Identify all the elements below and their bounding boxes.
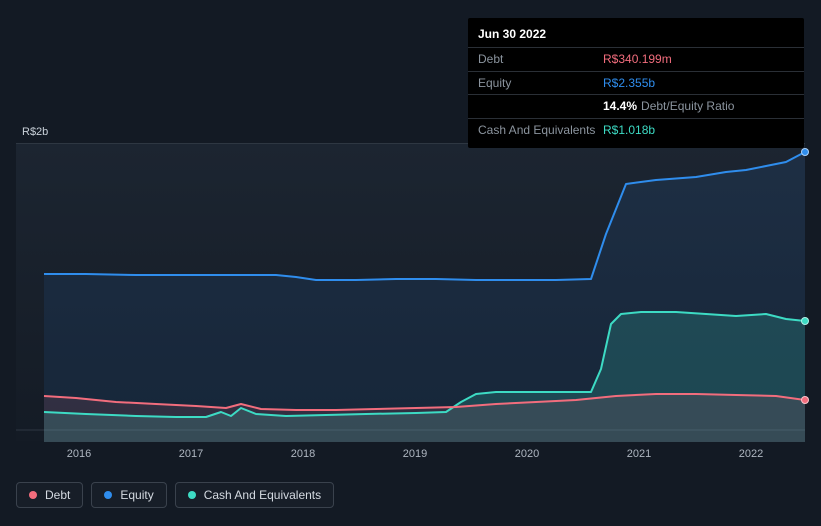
tooltip-row: DebtR$340.199m (468, 47, 804, 71)
series-end-marker (801, 317, 809, 325)
x-axis-label: 2019 (403, 448, 427, 460)
chart-plot-area (16, 143, 805, 441)
legend-item-debt[interactable]: Debt (16, 482, 83, 508)
legend-label: Debt (45, 488, 70, 502)
legend-item-equity[interactable]: Equity (91, 482, 166, 508)
chart-tooltip: Jun 30 2022 DebtR$340.199mEquityR$2.355b… (468, 18, 804, 148)
x-axis-label: 2018 (291, 448, 315, 460)
tooltip-row: 14.4% Debt/Equity Ratio (468, 94, 804, 118)
legend-label: Equity (120, 488, 153, 502)
tooltip-row: Cash And EquivalentsR$1.018b (468, 118, 804, 142)
series-end-marker (801, 396, 809, 404)
tooltip-date: Jun 30 2022 (468, 24, 804, 47)
tooltip-row-value: R$2.355b (603, 75, 655, 92)
x-axis-label: 2021 (627, 448, 651, 460)
legend-dot-icon (104, 491, 112, 499)
x-axis-label: 2022 (739, 448, 763, 460)
legend-item-cash-and-equivalents[interactable]: Cash And Equivalents (175, 482, 334, 508)
tooltip-ratio-label: Debt/Equity Ratio (641, 99, 734, 113)
tooltip-row-value: R$1.018b (603, 122, 655, 139)
tooltip-row-label: Equity (478, 75, 603, 92)
tooltip-ratio-pct: 14.4% (603, 99, 637, 113)
x-axis-label: 2020 (515, 448, 539, 460)
x-axis-label: 2016 (67, 448, 91, 460)
legend-label: Cash And Equivalents (204, 488, 321, 502)
chart-svg (16, 144, 805, 442)
legend-dot-icon (188, 491, 196, 499)
legend-dot-icon (29, 491, 37, 499)
tooltip-row-label (478, 98, 603, 115)
x-axis-label: 2017 (179, 448, 203, 460)
tooltip-row: EquityR$2.355b (468, 71, 804, 95)
tooltip-row-label: Cash And Equivalents (478, 122, 603, 139)
tooltip-row-label: Debt (478, 51, 603, 68)
y-axis-label: R$2b (22, 126, 48, 138)
chart-legend: Debt Equity Cash And Equivalents (16, 482, 334, 508)
x-axis: 2016 2017 2018 2019 2020 2021 2022 (16, 448, 805, 464)
tooltip-row-value: R$340.199m (603, 51, 672, 68)
series-end-marker (801, 148, 809, 156)
